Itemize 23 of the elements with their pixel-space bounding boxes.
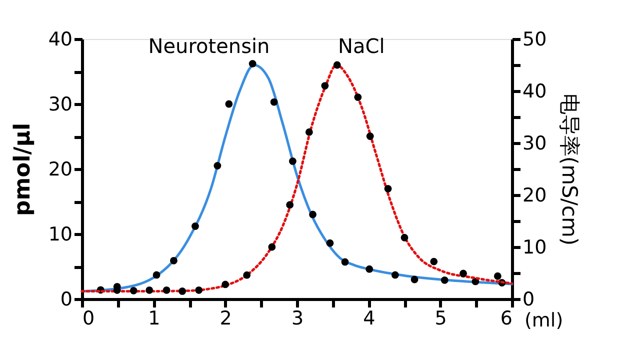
series-label: NaCl xyxy=(338,34,385,58)
x-tick-label: 1 xyxy=(148,308,160,330)
y-tick-label: 0 xyxy=(60,288,72,310)
y2-tick-label: 30 xyxy=(522,132,547,154)
x-tick-label: 2 xyxy=(220,308,232,330)
x-tick-label: 0 xyxy=(82,308,95,330)
y-tick-label: 20 xyxy=(48,158,72,180)
x-tick-label: 6 xyxy=(500,308,512,330)
y2-tick-label: 40 xyxy=(522,80,547,102)
y-tick-label: 30 xyxy=(48,94,72,116)
y2-tick-label: 10 xyxy=(522,236,547,258)
y-axis-title: pmol/µl xyxy=(10,122,36,216)
y-tick-label: 10 xyxy=(48,224,72,246)
x-tick-label: 3 xyxy=(291,308,304,330)
y2-tick-label: 20 xyxy=(522,184,547,206)
y2-tick-label: 0 xyxy=(522,288,535,310)
x-tick-label: 5 xyxy=(434,308,447,330)
y2-axis-title: 电导率(mS/cm) xyxy=(558,93,582,246)
y2-tick-label: 50 xyxy=(522,28,547,50)
series-label: Neurotensin xyxy=(148,34,270,58)
y-tick-label: 40 xyxy=(48,28,72,50)
x-axis-title: (ml) xyxy=(524,310,564,332)
x-tick-label: 4 xyxy=(363,308,376,330)
